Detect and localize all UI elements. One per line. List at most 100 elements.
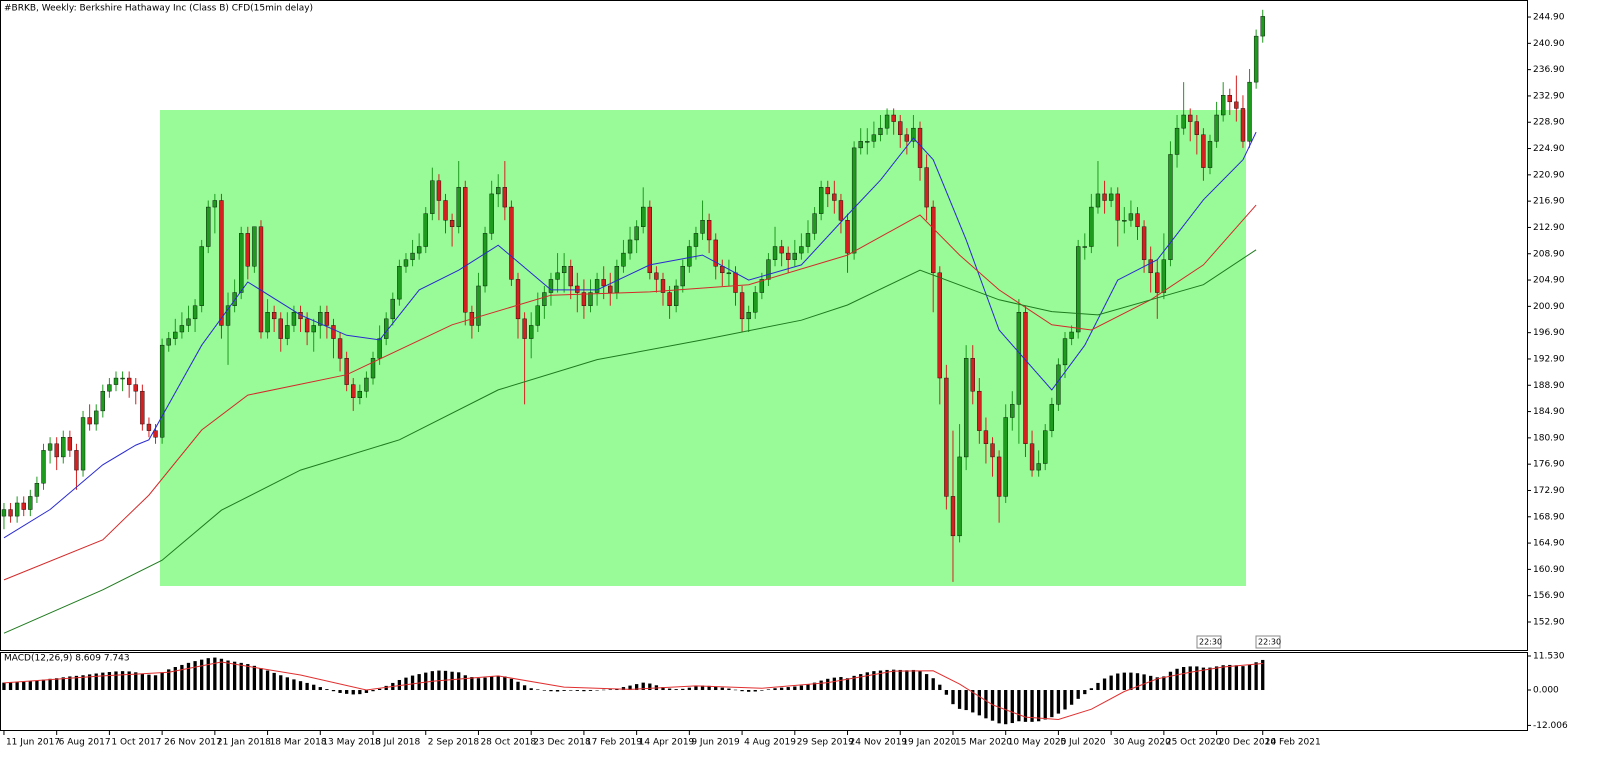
- candle-body: [166, 338, 171, 346]
- candle-body: [917, 127, 923, 168]
- histogram-bar: [865, 672, 869, 691]
- candle-body: [1194, 121, 1199, 135]
- moving-average-line: [3, 131, 1257, 539]
- histogram-bar: [81, 675, 85, 691]
- candle-body: [608, 285, 613, 293]
- histogram-bar: [312, 684, 316, 691]
- signal-line: [3, 661, 1263, 721]
- candle-body: [779, 246, 784, 254]
- candle-body: [509, 206, 514, 280]
- candle-body: [324, 312, 330, 326]
- candle-body: [601, 279, 606, 287]
- candle-body: [878, 127, 883, 135]
- histogram-bar: [345, 690, 349, 694]
- y-tick-label: 220.90: [1533, 170, 1565, 180]
- histogram-bar: [1195, 666, 1199, 691]
- histogram-bar: [1076, 690, 1080, 699]
- histogram-bar: [1214, 666, 1219, 691]
- histogram-bar: [285, 677, 289, 691]
- candle-body: [575, 285, 580, 293]
- candle-body: [911, 127, 916, 142]
- histogram-bar: [951, 690, 955, 705]
- histogram-bar: [1004, 690, 1008, 725]
- candle-body: [258, 226, 264, 333]
- histogram-bar: [259, 668, 263, 691]
- candle-body: [1016, 312, 1022, 405]
- x-tick-label: 30 Aug 2020: [1113, 738, 1171, 748]
- candle-body: [331, 325, 336, 339]
- candle-body: [522, 318, 527, 339]
- candle-body: [14, 502, 20, 517]
- candle-body: [285, 325, 290, 339]
- histogram-bar: [1050, 690, 1054, 718]
- histogram-bar: [246, 664, 250, 691]
- candle-body: [812, 213, 817, 234]
- candle-body: [1240, 108, 1246, 142]
- candle-body: [792, 252, 797, 260]
- candle-body: [113, 377, 119, 385]
- candle-body: [990, 443, 995, 458]
- y-tick-label: 152.90: [1533, 617, 1565, 627]
- histogram-bar: [1116, 673, 1120, 691]
- histogram-bar: [1228, 664, 1232, 691]
- histogram-bar: [101, 672, 105, 691]
- histogram-bar: [700, 685, 705, 691]
- candle-body: [357, 390, 363, 398]
- candle-body: [61, 437, 66, 458]
- candle-body: [733, 272, 738, 293]
- candle-body: [627, 239, 633, 254]
- candle-body: [594, 279, 600, 293]
- chart-title: #BRKB, Weekly: Berkshire Hathaway Inc (C…: [4, 4, 313, 14]
- x-tick-label: 21 Jan 2018: [217, 738, 271, 748]
- candle-body: [1089, 206, 1094, 247]
- histogram-bar: [351, 690, 355, 695]
- candle-body: [206, 206, 211, 247]
- histogram-bar: [1208, 667, 1212, 691]
- histogram-bar: [292, 679, 296, 691]
- histogram-bar: [905, 670, 909, 691]
- candle-body: [443, 200, 448, 221]
- y-tick-label: -12.006: [1533, 721, 1568, 731]
- candle-body: [179, 325, 185, 333]
- candle-body: [21, 502, 26, 510]
- histogram-bar: [826, 678, 830, 691]
- candle-body: [416, 246, 422, 254]
- histogram-bar: [1181, 667, 1186, 691]
- candle-body: [344, 358, 349, 385]
- x-tick-label: 25 Oct 2020: [1166, 738, 1222, 748]
- histogram-bar: [733, 689, 738, 691]
- candle-body: [212, 200, 218, 208]
- histogram-bar: [1023, 690, 1028, 722]
- candle-body: [1043, 430, 1048, 464]
- candle-body: [1056, 364, 1061, 405]
- histogram-bar: [516, 681, 520, 691]
- y-tick-label: 188.90: [1533, 381, 1565, 391]
- histogram-bar: [911, 669, 916, 691]
- candle-body: [47, 443, 53, 451]
- histogram-bar: [180, 664, 184, 691]
- histogram-bar: [806, 684, 810, 691]
- histogram-bar: [239, 662, 243, 691]
- histogram-bar: [628, 685, 632, 691]
- histogram-bar: [562, 690, 566, 691]
- y-tick-label: 180.90: [1533, 433, 1565, 443]
- histogram-bar: [1030, 690, 1034, 722]
- histogram-bar: [753, 690, 757, 692]
- y-tick-label: 11.530: [1533, 652, 1565, 662]
- histogram-bar: [503, 676, 507, 691]
- histogram-bar: [575, 690, 579, 691]
- histogram-bar: [522, 685, 527, 691]
- histogram-bar: [1221, 665, 1225, 691]
- histogram-bar: [898, 669, 902, 691]
- candle-body: [1214, 114, 1219, 142]
- candle-body: [1029, 443, 1035, 471]
- histogram-bar: [463, 675, 467, 691]
- candle-body: [515, 279, 521, 320]
- histogram-bar: [859, 674, 863, 691]
- histogram-bar: [397, 679, 402, 691]
- candle-body: [561, 266, 567, 274]
- candle-body: [1095, 193, 1101, 208]
- histogram-bar: [977, 690, 981, 716]
- candle-body: [351, 384, 356, 398]
- histogram-bar: [496, 675, 500, 691]
